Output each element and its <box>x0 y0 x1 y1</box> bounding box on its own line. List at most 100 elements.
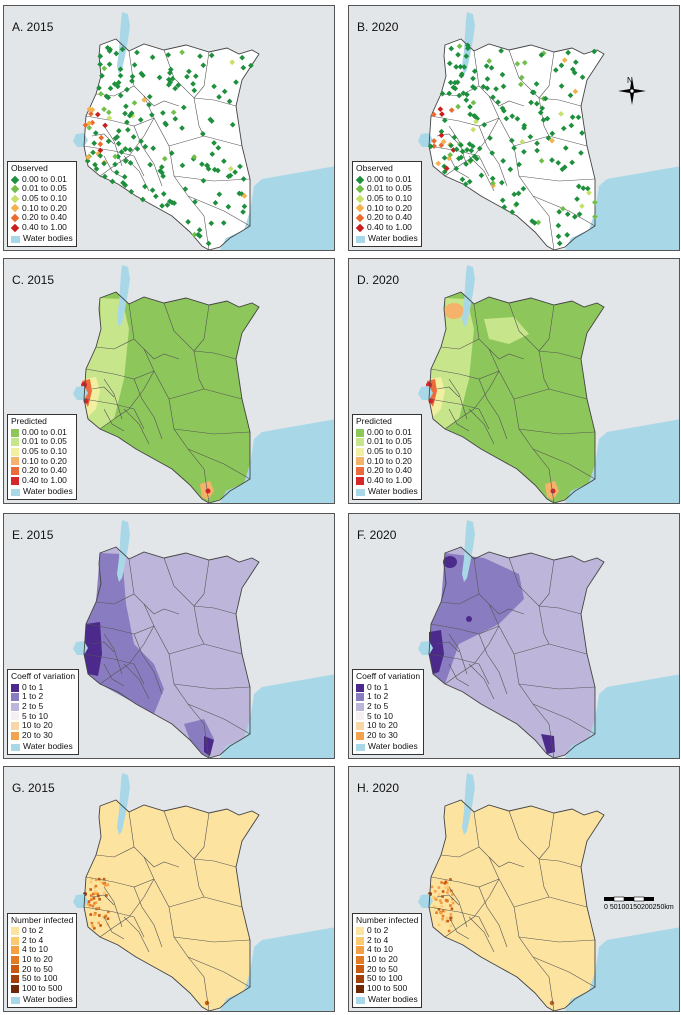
observation-point <box>446 90 453 97</box>
legend-swatch <box>356 975 364 984</box>
legend-title: Predicted <box>356 416 392 427</box>
observation-point <box>161 155 168 162</box>
country-outline <box>428 38 605 250</box>
map-surface <box>84 547 259 758</box>
observation-point <box>85 154 91 161</box>
legend-label: 0.10 to 0.20 <box>22 202 67 213</box>
legend-item: 0.05 to 0.10 <box>10 193 73 204</box>
legend-item: 2 to 4 <box>356 935 418 946</box>
observation-point <box>115 140 122 147</box>
legend-swatch <box>356 476 364 485</box>
observation-point <box>534 100 540 107</box>
observation-point <box>558 111 564 117</box>
legend-label: 0.40 to 1.00 <box>22 221 67 232</box>
observation-point <box>450 84 457 91</box>
legend-label: 0 to 1 <box>367 681 389 692</box>
legend-item: 0.20 to 0.40 <box>355 213 418 223</box>
legend-label: 5 to 10 <box>22 710 48 721</box>
legend-item: 0.40 to 1.00 <box>355 221 418 233</box>
observation-point <box>508 137 515 144</box>
observation-point <box>528 99 534 106</box>
legend-label: 0.05 to 0.10 <box>22 446 67 457</box>
legend-label: Water bodies <box>23 741 73 752</box>
lake-turkana <box>462 12 475 74</box>
legend-label: 0.05 to 0.10 <box>367 446 412 457</box>
observation-point <box>179 125 185 131</box>
observation-point <box>556 209 562 215</box>
legend-label: 5 to 10 <box>367 710 393 721</box>
observation-point <box>456 43 463 50</box>
observation-point <box>122 158 129 164</box>
legend-item: 0.05 to 0.10 <box>355 193 418 204</box>
legend-item: 0.20 to 0.40 <box>11 466 73 476</box>
observation-point <box>192 73 199 80</box>
observation-point <box>116 128 122 134</box>
legend-item: 0.01 to 0.05 <box>356 437 418 447</box>
legend-label: 0.00 to 0.01 <box>22 173 67 184</box>
observation-point <box>470 75 476 82</box>
observation-point <box>498 179 505 186</box>
legend-label: Water bodies <box>23 486 73 497</box>
observation-point <box>89 106 96 113</box>
ocean <box>220 166 334 250</box>
observation-point <box>208 220 215 227</box>
observation-point <box>216 94 222 100</box>
observation-point <box>241 203 248 210</box>
observation-point <box>212 200 219 206</box>
legend-item: 20 to 50 <box>356 964 418 975</box>
legend-label: 0.05 to 0.10 <box>367 193 412 204</box>
kenya-map <box>73 520 334 758</box>
legend-swatch <box>11 438 19 447</box>
observation-point <box>571 69 578 76</box>
legend-label: 0.01 to 0.05 <box>367 436 412 447</box>
observation-point <box>490 94 496 101</box>
legend-label: 100 to 500 <box>367 982 408 993</box>
panel-title: F. 2020 <box>357 528 397 542</box>
observation-point <box>500 83 507 90</box>
observation-point <box>472 113 479 120</box>
ocean <box>565 927 679 1011</box>
observation-point <box>237 163 243 170</box>
scale-bar <box>604 896 654 902</box>
panel-title: H. 2020 <box>357 781 400 795</box>
observation-point <box>200 177 207 184</box>
legend-swatch <box>11 946 19 955</box>
legend-swatch <box>356 731 364 740</box>
observation-point <box>215 145 222 151</box>
legend-swatch <box>10 175 20 184</box>
observation-point <box>564 211 571 218</box>
observation-point <box>112 153 119 160</box>
legend-label: 10 to 20 <box>367 954 398 965</box>
legend-item: 1 to 2 <box>11 692 75 702</box>
legend-item: 20 to 30 <box>11 730 75 741</box>
country-outline <box>428 799 605 1011</box>
observation-point <box>112 161 118 168</box>
observation-point <box>90 149 96 156</box>
observation-point <box>227 165 234 172</box>
observation-point <box>124 119 130 126</box>
legend-label: 10 to 20 <box>367 720 398 731</box>
observation-point <box>86 120 92 127</box>
map-legend: Predicted 0.00 to 0.01 0.01 to 0.05 0.05 to… <box>352 414 422 500</box>
legend-swatch <box>356 235 365 243</box>
observation-point <box>507 166 514 173</box>
legend-label: 0.40 to 1.00 <box>367 221 412 232</box>
legend-label: 0.05 to 0.10 <box>22 193 67 204</box>
legend-swatch <box>11 476 19 485</box>
observation-point <box>453 64 459 70</box>
legend-label: 1 to 2 <box>367 691 389 702</box>
legend-label: 0.00 to 0.01 <box>367 173 412 184</box>
observation-point <box>575 183 582 190</box>
kenya-map <box>73 12 334 250</box>
legend-swatch <box>356 702 364 711</box>
map-surface <box>429 39 604 250</box>
observation-point <box>448 45 455 52</box>
legend-swatch <box>356 428 364 437</box>
ocean <box>220 419 334 503</box>
county-boundaries <box>83 557 251 758</box>
legend-swatch <box>10 184 20 194</box>
legend-item: 20 to 30 <box>356 730 420 741</box>
observation-point <box>514 115 521 122</box>
observation-point <box>572 59 579 66</box>
observation-point <box>167 70 173 76</box>
